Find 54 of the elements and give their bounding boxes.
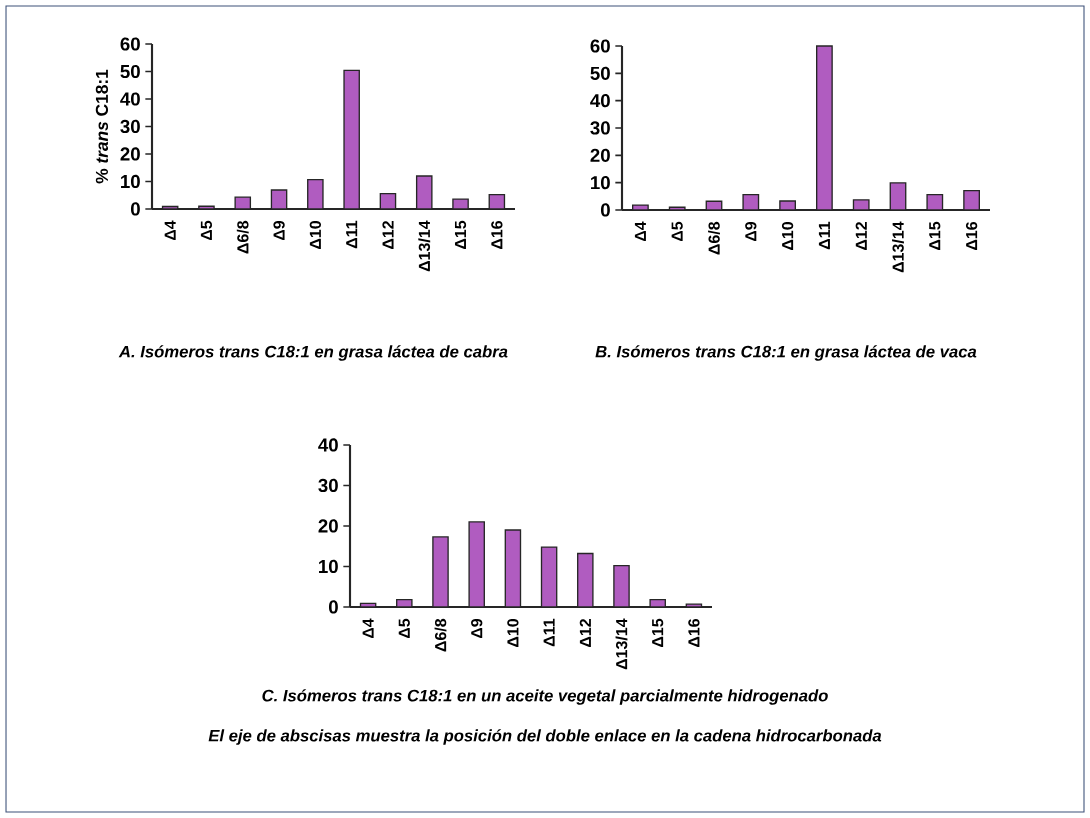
x-tick-label: Δ4 bbox=[362, 618, 374, 639]
x-tick-label: Δ5 bbox=[671, 221, 683, 242]
x-tick-label: Δ13/14 bbox=[892, 221, 904, 273]
x-tick-label: Δ9 bbox=[471, 618, 483, 639]
y-tick-label: 10 bbox=[319, 559, 338, 574]
x-tick-label: Δ9 bbox=[273, 220, 285, 241]
x-tick-label: Δ15 bbox=[454, 220, 467, 250]
y-tick-label: 50 bbox=[590, 66, 610, 80]
x-tick-label: Δ15 bbox=[929, 221, 941, 251]
y-tick-label: 20 bbox=[318, 519, 338, 533]
x-tick-label: Δ12 bbox=[382, 221, 394, 250]
x-tick-label: Δ10 bbox=[781, 222, 794, 251]
y-tick-label: 60 bbox=[590, 39, 610, 53]
x-tick-label: Δ13/14 bbox=[418, 220, 431, 272]
x-tick-label: Δ11 bbox=[818, 221, 830, 250]
x-tick-label: Δ11 bbox=[543, 618, 555, 647]
x-tick-label: Δ16 bbox=[688, 618, 700, 648]
y-tick-label: 0 bbox=[328, 600, 338, 614]
x-tick-label: Δ5 bbox=[200, 220, 213, 241]
y-tick-label: 10 bbox=[121, 174, 140, 189]
y-tick-label: 10 bbox=[591, 176, 610, 190]
x-tick-label: Δ10 bbox=[507, 619, 519, 648]
y-tick-label: 0 bbox=[600, 203, 610, 217]
x-tick-label: Δ13/14 bbox=[615, 618, 628, 670]
x-tick-label: Δ4 bbox=[164, 220, 176, 241]
y-tick-label: 20 bbox=[120, 147, 140, 161]
y-tick-label: 0 bbox=[130, 202, 140, 216]
y-tick-label: 40 bbox=[590, 94, 610, 108]
x-tick-label: Δ9 bbox=[745, 221, 757, 242]
x-tick-label: Δ12 bbox=[579, 619, 591, 648]
x-tick-label: Δ15 bbox=[652, 618, 664, 648]
y-tick-label: 30 bbox=[120, 119, 140, 134]
y-tick-label: 60 bbox=[120, 37, 140, 51]
x-tick-label: Δ11 bbox=[346, 220, 358, 249]
text: El eje de abscisas muestra la posición del doble enlace en la cadena hidrocarbonada bbox=[208, 729, 882, 745]
y-tick-label: 40 bbox=[120, 92, 140, 106]
text: A. Isómeros trans C18:1 en grasa láctea de cabra bbox=[118, 345, 508, 361]
x-tick-label: Δ4 bbox=[634, 221, 646, 242]
x-tick-label: Δ5 bbox=[398, 618, 410, 639]
x-tick-label: Δ6/8 bbox=[434, 618, 447, 652]
x-tick-label: Δ16 bbox=[491, 220, 503, 250]
y-axis-title: % trans C18:1 bbox=[95, 69, 109, 184]
y-tick-label: 50 bbox=[120, 64, 140, 79]
text: C. Isómeros trans C18:1 en un aceite vegetal parcialmente hidrogenado bbox=[262, 689, 828, 705]
text: B. Isómeros trans C18:1 en grasa láctea de vaca bbox=[595, 345, 977, 361]
x-tick-label: Δ6/8 bbox=[708, 221, 720, 255]
x-tick-label: Δ10 bbox=[309, 221, 322, 250]
y-tick-label: 30 bbox=[318, 478, 338, 493]
x-tick-label: Δ16 bbox=[965, 221, 978, 251]
y-tick-label: 20 bbox=[590, 148, 610, 162]
y-tick-label: 40 bbox=[318, 438, 338, 452]
x-tick-label: Δ6/8 bbox=[236, 220, 249, 254]
x-tick-label: Δ12 bbox=[855, 222, 867, 251]
y-tick-label: 30 bbox=[590, 121, 610, 135]
